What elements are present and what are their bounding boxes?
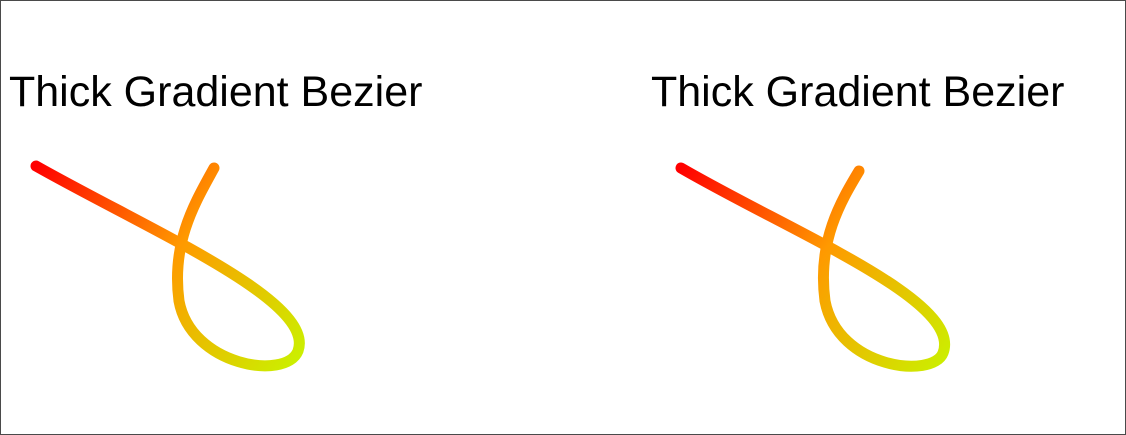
left-bezier-curve — [30, 160, 305, 372]
right-bezier-curve — [675, 162, 951, 372]
left-panel-title: Thick Gradient Bezier — [9, 68, 423, 116]
right-panel: Thick Gradient Bezier — [643, 1, 1125, 434]
right-panel-title: Thick Gradient Bezier — [651, 68, 1065, 116]
left-panel: Thick Gradient Bezier — [1, 1, 563, 434]
left-bezier-path — [30, 160, 305, 372]
right-bezier-path — [675, 162, 951, 372]
